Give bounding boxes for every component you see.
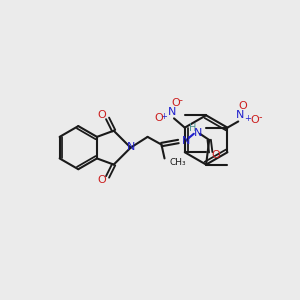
Text: O: O bbox=[251, 115, 260, 125]
Text: O: O bbox=[171, 98, 180, 108]
Text: CH₃: CH₃ bbox=[169, 158, 186, 167]
Text: +: + bbox=[244, 114, 251, 123]
Text: O: O bbox=[98, 110, 106, 120]
Text: O: O bbox=[211, 150, 220, 160]
Text: O: O bbox=[154, 112, 163, 123]
Text: O: O bbox=[98, 175, 106, 185]
Text: N: N bbox=[127, 142, 135, 152]
Text: O: O bbox=[238, 101, 247, 111]
Text: -: - bbox=[178, 95, 182, 105]
Text: N: N bbox=[194, 128, 202, 138]
Text: N: N bbox=[182, 136, 190, 146]
Text: H: H bbox=[189, 123, 196, 133]
Text: N: N bbox=[168, 107, 177, 117]
Text: -: - bbox=[258, 112, 262, 122]
Text: +: + bbox=[160, 112, 166, 121]
Text: N: N bbox=[236, 110, 244, 120]
